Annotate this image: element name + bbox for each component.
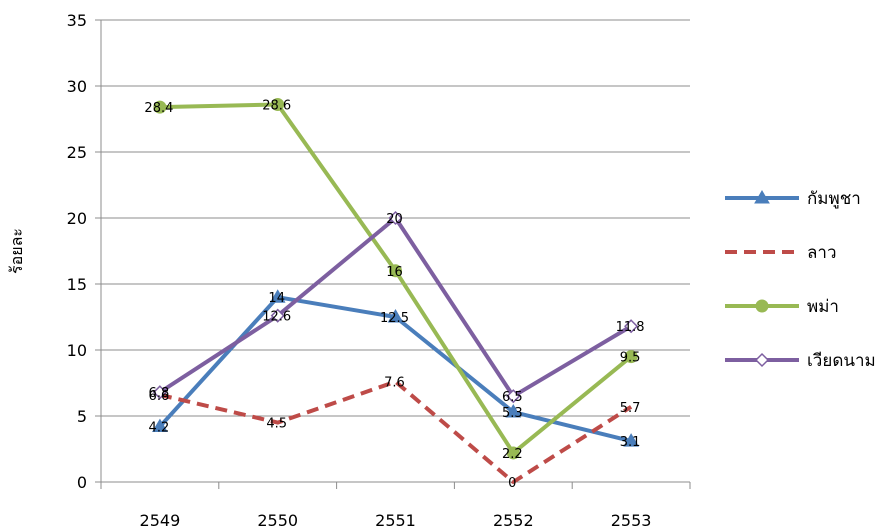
data-label: 6.8 (149, 386, 170, 401)
data-point (152, 385, 167, 400)
y-tick-label: 20 (67, 209, 87, 228)
legend-item: กัมพูชา (725, 189, 861, 209)
series-4 (152, 210, 639, 404)
data-point (506, 446, 520, 460)
data-label: 16 (386, 265, 403, 280)
legend-label: ลาว (807, 243, 837, 263)
legend-label: กัมพูชา (807, 189, 861, 209)
y-tick-label: 0 (77, 473, 87, 492)
data-label: 14 (268, 291, 285, 306)
legend-item: พม่า (725, 297, 839, 317)
series-line (158, 216, 633, 399)
legend-label: เวียดนาม (807, 351, 876, 371)
data-label: 28.6 (262, 98, 291, 113)
data-label: 4.5 (266, 417, 287, 432)
data-point (153, 100, 167, 114)
data-point (389, 264, 402, 278)
x-tick-label: 2550 (257, 511, 298, 530)
data-point (388, 210, 403, 226)
data-point (152, 418, 168, 433)
data-label: 7.6 (384, 376, 405, 391)
x-tick-label: 2549 (140, 511, 181, 530)
data-label: 5.3 (502, 406, 523, 421)
legend-marker (755, 299, 769, 313)
series-line (159, 379, 633, 484)
data-label: 9.5 (620, 351, 641, 366)
axes: 0 5 10 15 20 25 30 35 2549 2550 2551 2552 2553 (67, 11, 691, 530)
data-label: 12.6 (262, 310, 291, 325)
y-axis-title: ร้อยละ (7, 228, 26, 274)
legend-marker (754, 352, 770, 368)
x-tick-label: 2553 (611, 511, 652, 530)
legend-marker (754, 190, 770, 204)
data-label: 5.7 (620, 401, 641, 416)
data-label: 6.5 (502, 390, 523, 405)
data-label: 4.2 (149, 421, 170, 436)
y-tick-label: 10 (67, 341, 87, 360)
data-label: 0 (508, 476, 516, 491)
legend-label: พม่า (807, 297, 839, 317)
data-labels: 4.2 14 12.5 5.3 3.1 6.6 4.5 7.6 0 5.7 28.4 28.6 16 2.… (144, 98, 644, 491)
legend-item: ลาว (725, 243, 837, 263)
legend-item: เวียดนาม (725, 351, 876, 371)
y-tick-label: 30 (67, 77, 87, 96)
y-tick-label: 5 (77, 407, 87, 426)
data-label: 2.2 (502, 447, 523, 462)
data-point (623, 433, 639, 447)
x-tick-label: 2551 (375, 511, 416, 530)
y-tick-label: 15 (67, 275, 87, 294)
data-point (506, 389, 521, 404)
series-2 (159, 379, 633, 484)
data-point (271, 97, 285, 111)
y-tick-label: 25 (67, 143, 87, 162)
gridlines (101, 19, 690, 417)
series-group (152, 97, 639, 484)
series-3 (153, 97, 638, 460)
x-tick-label: 2552 (493, 511, 534, 530)
y-tick-label: 35 (67, 11, 87, 30)
data-label: 6.6 (149, 389, 170, 404)
data-point (270, 308, 285, 323)
data-point (624, 319, 639, 334)
data-point (269, 289, 286, 303)
data-label: 12.5 (380, 311, 409, 326)
data-point (387, 309, 404, 323)
data-label: 3.1 (620, 435, 641, 450)
data-label: 11.8 (616, 320, 645, 335)
data-point (505, 404, 522, 418)
data-label: 28.4 (144, 101, 173, 116)
data-point (624, 350, 638, 364)
data-label: 20 (386, 212, 403, 227)
